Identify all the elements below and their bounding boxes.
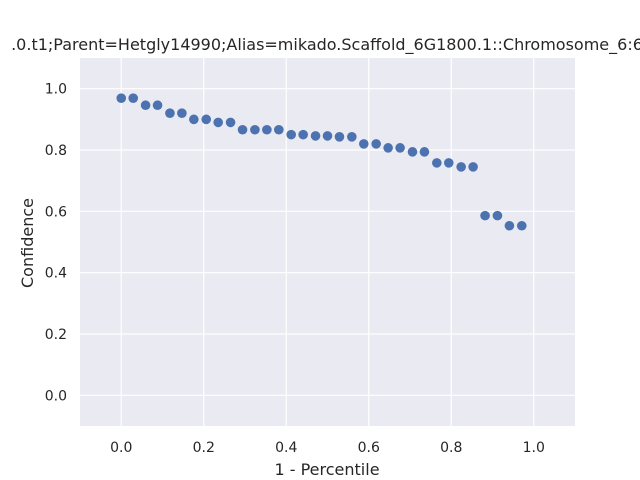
data-point <box>262 124 272 135</box>
y-tick-label: 0.2 <box>45 327 67 343</box>
data-point <box>419 147 430 157</box>
data-point <box>237 124 248 135</box>
data-point <box>116 93 127 103</box>
data-point <box>407 147 418 157</box>
data-point <box>383 143 393 153</box>
data-point <box>492 210 503 221</box>
data-point <box>334 132 345 142</box>
data-point <box>432 158 442 168</box>
data-point <box>177 108 187 118</box>
y-tick-label: 0.4 <box>45 266 67 282</box>
data-point <box>516 220 527 231</box>
data-point <box>140 100 151 111</box>
data-point <box>443 158 454 168</box>
data-point <box>152 100 163 111</box>
data-point <box>395 143 405 153</box>
data-point <box>286 129 297 140</box>
data-point <box>250 124 260 135</box>
chart-title: .0.t1;Parent=Hetgly14990;Alias=mikado.Sc… <box>11 35 640 55</box>
x-axis-label: 1 - Percentile <box>274 460 379 479</box>
data-point <box>298 129 308 140</box>
x-tick-label: 0.8 <box>440 440 462 456</box>
data-point <box>359 139 369 149</box>
data-point <box>128 93 139 103</box>
data-point <box>213 117 223 128</box>
data-point <box>165 108 175 118</box>
x-tick-label: 0.2 <box>193 440 215 456</box>
grid-lines <box>80 58 575 426</box>
y-tick-labels: 0.0 0.2 0.4 0.6 0.8 1.0 <box>45 82 67 405</box>
x-tick-label: 0.6 <box>358 440 380 456</box>
y-tick-label: 0.0 <box>45 388 67 404</box>
y-axis-label: Confidence <box>18 198 37 288</box>
data-point <box>189 114 199 125</box>
data-point <box>371 139 381 149</box>
data-point <box>201 114 212 125</box>
x-tick-label: 1.0 <box>523 440 545 456</box>
plot-area <box>80 58 575 426</box>
x-tick-labels: 0.0 0.2 0.4 0.6 0.8 1.0 <box>110 440 545 456</box>
data-point <box>456 162 466 172</box>
data-point <box>504 220 515 231</box>
x-tick-label: 0.4 <box>275 440 297 456</box>
y-tick-label: 1.0 <box>45 82 67 98</box>
data-points <box>116 93 527 231</box>
data-point <box>322 131 333 141</box>
x-tick-label: 0.0 <box>110 440 132 456</box>
y-tick-label: 0.8 <box>45 143 67 159</box>
y-tick-label: 0.6 <box>45 204 67 220</box>
data-point <box>468 162 478 172</box>
data-point <box>274 124 284 135</box>
data-point <box>480 210 490 221</box>
data-point <box>310 131 321 141</box>
data-point <box>347 132 357 142</box>
data-point <box>225 117 236 128</box>
